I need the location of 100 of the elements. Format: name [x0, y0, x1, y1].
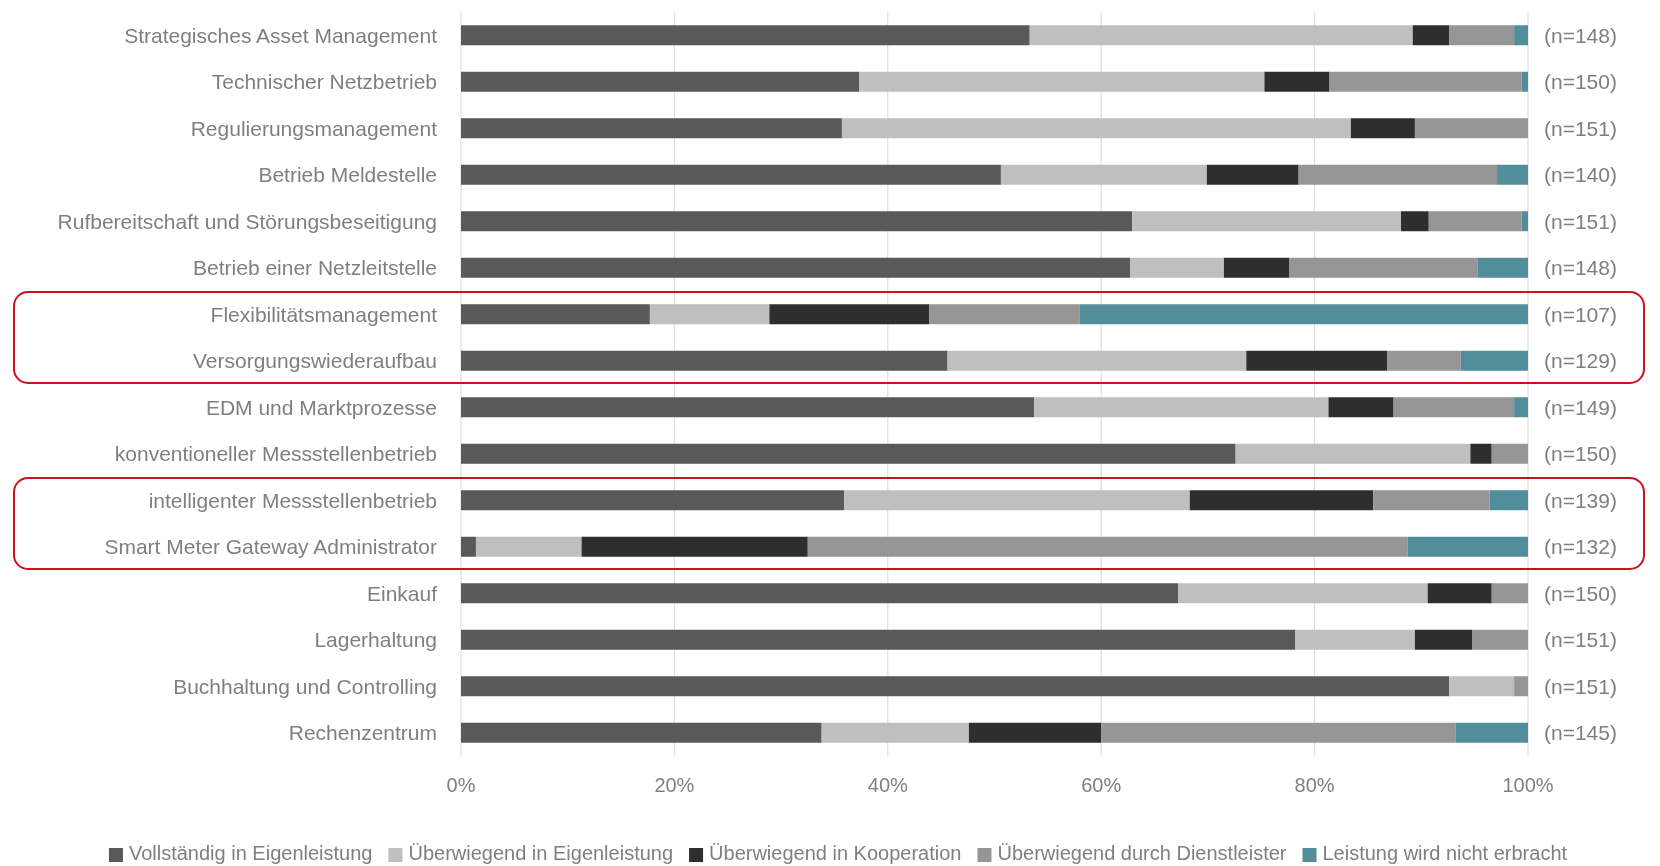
- bar: [461, 118, 842, 139]
- bar: [1246, 350, 1388, 371]
- y-tick-label: Versorgungswiederaufbau: [192, 349, 437, 373]
- bar: [1521, 71, 1528, 92]
- bar: [1455, 722, 1528, 743]
- y-tick-label: Strategisches Asset Management: [124, 23, 438, 47]
- y-tick-label: Einkauf: [366, 581, 438, 605]
- bar: [1497, 164, 1528, 185]
- bar: [1393, 397, 1515, 418]
- bar: [1489, 490, 1528, 511]
- text: (n=151): [1544, 116, 1617, 140]
- text: (n=132): [1544, 535, 1617, 559]
- bar: [461, 257, 1131, 278]
- bar: [1449, 25, 1515, 46]
- x-tick-label: 20%: [654, 774, 695, 796]
- legend-label: Überwiegend durch Dienstleister: [997, 842, 1287, 864]
- bar: [1414, 629, 1473, 650]
- bar: [947, 350, 1247, 371]
- text: (n=145): [1544, 721, 1617, 745]
- bar: [461, 443, 1236, 464]
- bar: [1414, 118, 1528, 139]
- bar: [461, 676, 1450, 697]
- bar: [461, 211, 1133, 232]
- text: (n=151): [1544, 674, 1617, 698]
- text: (n=129): [1544, 349, 1617, 373]
- y-tick-label: konventioneller Messstellenbetrieb: [114, 442, 437, 466]
- x-tick-label: 0%: [446, 774, 476, 796]
- y-tick-label: Rechenzentrum: [288, 721, 437, 745]
- bar: [1407, 536, 1528, 557]
- bar: [1427, 583, 1492, 604]
- bar: [1514, 25, 1528, 46]
- y-tick-label: Technischer Netzbetrieb: [211, 70, 437, 94]
- text: (n=151): [1544, 209, 1617, 233]
- y-tick-label: Rufbereitschaft und Störungsbeseitigung: [57, 209, 437, 233]
- text: (n=150): [1544, 442, 1617, 466]
- bar: [461, 25, 1030, 46]
- bar: [968, 722, 1102, 743]
- legend-label: Leistung wird nicht erbracht: [1322, 842, 1568, 864]
- text: (n=149): [1544, 395, 1617, 419]
- bar: [1223, 257, 1289, 278]
- bar: [1101, 722, 1456, 743]
- y-tick-label: Lagerhaltung: [314, 628, 437, 652]
- y-tick-label: Regulierungsmanagement: [190, 116, 438, 140]
- bar: [1491, 583, 1528, 604]
- y-tick-label: Smart Meter Gateway Administrator: [104, 535, 437, 559]
- bar: [461, 164, 1001, 185]
- bar: [1373, 490, 1490, 511]
- bar: [461, 350, 948, 371]
- y-tick-label: intelligenter Messstellenbetrieb: [148, 488, 437, 512]
- bar: [1514, 676, 1528, 697]
- bar: [1178, 583, 1428, 604]
- bar: [929, 304, 1080, 325]
- bar: [1132, 211, 1402, 232]
- bar: [1350, 118, 1415, 139]
- bar: [1521, 211, 1528, 232]
- bar: [1235, 443, 1471, 464]
- bar: [769, 304, 930, 325]
- bar: [1514, 397, 1528, 418]
- text: (n=151): [1544, 628, 1617, 652]
- bar: [821, 722, 969, 743]
- bar: [1029, 25, 1413, 46]
- bar: [581, 536, 808, 557]
- y-tick-label: Flexibilitätsmanagement: [210, 302, 438, 326]
- text: (n=148): [1544, 256, 1617, 280]
- bar: [1079, 304, 1528, 325]
- bar: [1412, 25, 1450, 46]
- bar: [1206, 164, 1299, 185]
- x-tick-label: 60%: [1081, 774, 1122, 796]
- bar: [858, 71, 1265, 92]
- bar: [1491, 443, 1528, 464]
- legend-label: Überwiegend in Eigenleistung: [408, 842, 674, 864]
- bar: [1000, 164, 1207, 185]
- y-tick-label: Betrieb Meldestelle: [258, 163, 437, 187]
- bar: [1470, 443, 1492, 464]
- bar: [807, 536, 1408, 557]
- bar: [1298, 164, 1498, 185]
- bar: [461, 583, 1179, 604]
- x-tick-label: 40%: [867, 774, 909, 796]
- y-tick-label: EDM und Marktprozesse: [205, 395, 437, 419]
- bar: [1387, 350, 1461, 371]
- bar: [1449, 676, 1515, 697]
- x-tick-label: 80%: [1294, 774, 1335, 796]
- text: (n=139): [1544, 488, 1617, 512]
- legend-label: Vollständig in Eigenleistung: [128, 842, 373, 864]
- bar: [1295, 629, 1415, 650]
- x-tick-label: 100%: [1502, 774, 1554, 796]
- bar: [1264, 71, 1330, 92]
- bar: [461, 722, 822, 743]
- bar: [1460, 350, 1528, 371]
- y-tick-label: Betrieb einer Netzleitstelle: [193, 256, 437, 280]
- bar: [1477, 257, 1528, 278]
- text: (n=107): [1544, 302, 1617, 326]
- bar: [461, 629, 1296, 650]
- bar: [1329, 71, 1522, 92]
- text: (n=150): [1544, 70, 1617, 94]
- bar: [649, 304, 770, 325]
- bar: [844, 490, 1190, 511]
- y-tick-label: Buchhaltung und Controlling: [173, 674, 437, 698]
- bar: [1472, 629, 1528, 650]
- text: (n=140): [1544, 163, 1617, 187]
